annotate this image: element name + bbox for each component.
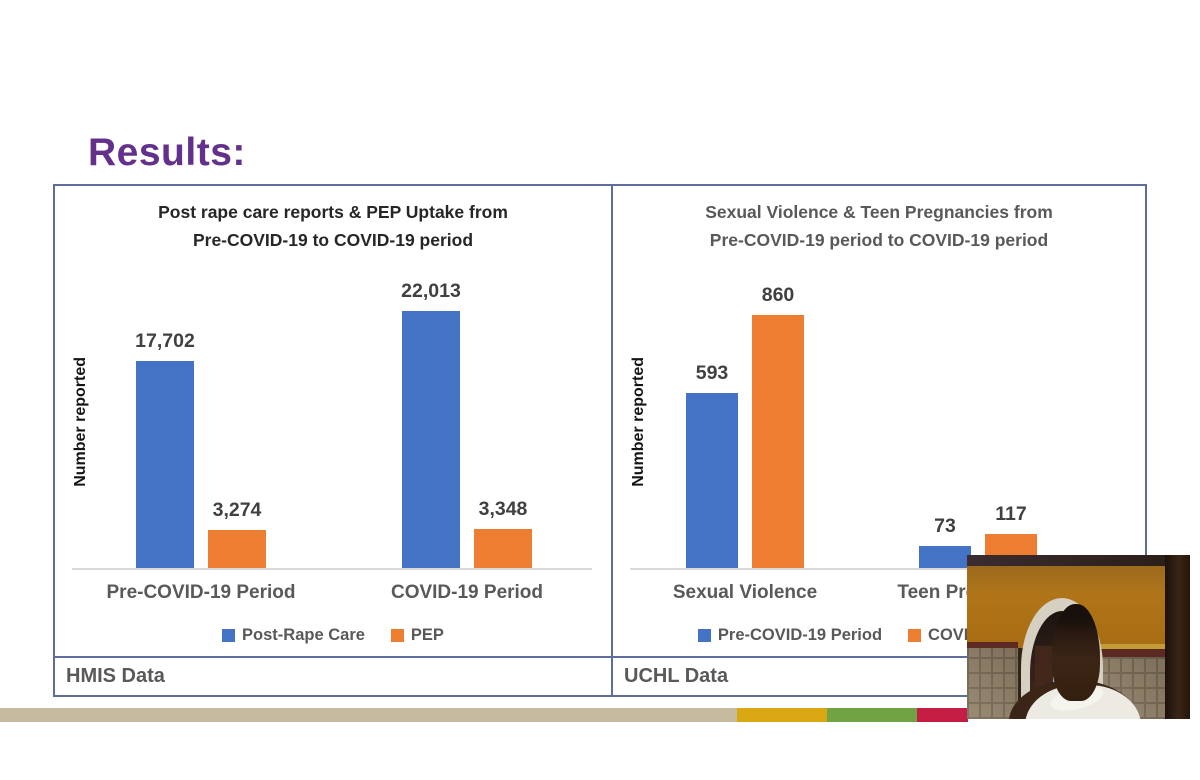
legend-item: PEP bbox=[390, 626, 444, 645]
bar-value-label: 73 bbox=[934, 515, 956, 537]
category-label-text: COVID-19 Period bbox=[390, 582, 544, 603]
accent-segment bbox=[827, 708, 917, 722]
accent-segment bbox=[917, 708, 968, 722]
chart-title: Sexual Violence & Teen Pregnancies from … bbox=[705, 202, 1053, 250]
chart-hmis: Post rape care reports & PEP Uptake from… bbox=[55, 186, 611, 656]
plot-area: 593 860 73 117 bbox=[613, 284, 1145, 568]
bar-wrap: 22,013 bbox=[401, 280, 461, 568]
bar-wrap: 73 bbox=[919, 515, 971, 568]
panel-footer-label: HMIS Data bbox=[66, 665, 165, 687]
webcam-ceiling-shadow bbox=[967, 555, 1190, 570]
bar bbox=[208, 530, 266, 568]
webcam-wall-trim bbox=[967, 641, 1019, 651]
legend-label: Pre-COVID-19 Period bbox=[717, 626, 883, 644]
panel-footer: UCHL Data bbox=[613, 656, 1145, 695]
legend-swatch bbox=[908, 629, 922, 642]
category-label: Sexual Violence bbox=[673, 582, 817, 604]
x-axis-line bbox=[630, 568, 1140, 570]
category-label: COVID-19 Period bbox=[391, 582, 543, 604]
chart-legend: Post-Rape Care PEP bbox=[55, 626, 611, 645]
accent-segment bbox=[737, 708, 827, 722]
bar bbox=[402, 311, 460, 568]
bar-wrap: 3,348 bbox=[474, 498, 532, 568]
panel-footer-label: UCHL Data bbox=[624, 665, 729, 687]
bar bbox=[752, 315, 804, 568]
bar-value-label: 3,348 bbox=[478, 498, 528, 520]
chart-panel-hmis: Post rape care reports & PEP Uptake from… bbox=[55, 186, 613, 695]
plot-area: 17,702 3,274 22,013 3,348 bbox=[55, 280, 611, 568]
presenter-head bbox=[1051, 604, 1100, 701]
bar bbox=[136, 361, 194, 568]
category-label-text: Sexual Violence bbox=[672, 582, 818, 603]
bar-value-label: 593 bbox=[695, 362, 729, 384]
webcam-door-frame bbox=[1165, 555, 1190, 719]
bar-wrap: 593 bbox=[686, 362, 738, 568]
accent-segment bbox=[0, 708, 737, 722]
bar-value-label: 3,274 bbox=[212, 499, 262, 521]
legend-swatch bbox=[697, 629, 711, 642]
bar-value-label: 860 bbox=[761, 284, 795, 306]
x-axis-line bbox=[72, 568, 592, 570]
bar-wrap: 3,274 bbox=[208, 499, 266, 568]
legend-item: Pre-COVID-19 Period bbox=[697, 626, 883, 645]
bar-wrap: 17,702 bbox=[135, 330, 195, 568]
bar-wrap: 860 bbox=[752, 284, 804, 568]
webcam-stone-wall bbox=[967, 648, 1019, 719]
bar-group: 17,702 3,274 bbox=[135, 330, 266, 568]
bottom-accent-bar bbox=[0, 708, 968, 722]
bar bbox=[919, 546, 971, 568]
bar-value-label: 22,013 bbox=[401, 280, 461, 302]
bar-group: 22,013 3,348 bbox=[401, 280, 532, 568]
bar-value-label: 17,702 bbox=[135, 330, 195, 352]
legend-item: Post-Rape Care bbox=[222, 626, 365, 645]
bar-value-label: 117 bbox=[995, 503, 1027, 525]
webcam-wall-trim bbox=[1096, 649, 1166, 658]
legend-label: PEP bbox=[410, 626, 444, 644]
legend-swatch bbox=[390, 629, 404, 642]
legend-swatch bbox=[222, 629, 236, 642]
chart-title: Post rape care reports & PEP Uptake from… bbox=[158, 202, 508, 250]
results-panel-container: Post rape care reports & PEP Uptake from… bbox=[53, 184, 1147, 697]
bar-group: 73 117 bbox=[919, 503, 1037, 568]
webcam-wall-trim bbox=[1096, 643, 1166, 651]
page-title: Results: bbox=[88, 131, 246, 174]
category-label-text: Pre-COVID-19 Period bbox=[106, 582, 296, 603]
panel-footer: HMIS Data bbox=[55, 656, 611, 695]
bar bbox=[686, 393, 738, 568]
legend-label: Post-Rape Care bbox=[242, 626, 365, 644]
bar-group: 593 860 bbox=[686, 284, 804, 568]
webcam-video[interactable] bbox=[967, 555, 1190, 719]
category-axis: Pre-COVID-19 Period COVID-19 Period bbox=[55, 582, 611, 604]
category-label: Pre-COVID-19 Period bbox=[107, 582, 296, 604]
bar bbox=[474, 529, 532, 568]
